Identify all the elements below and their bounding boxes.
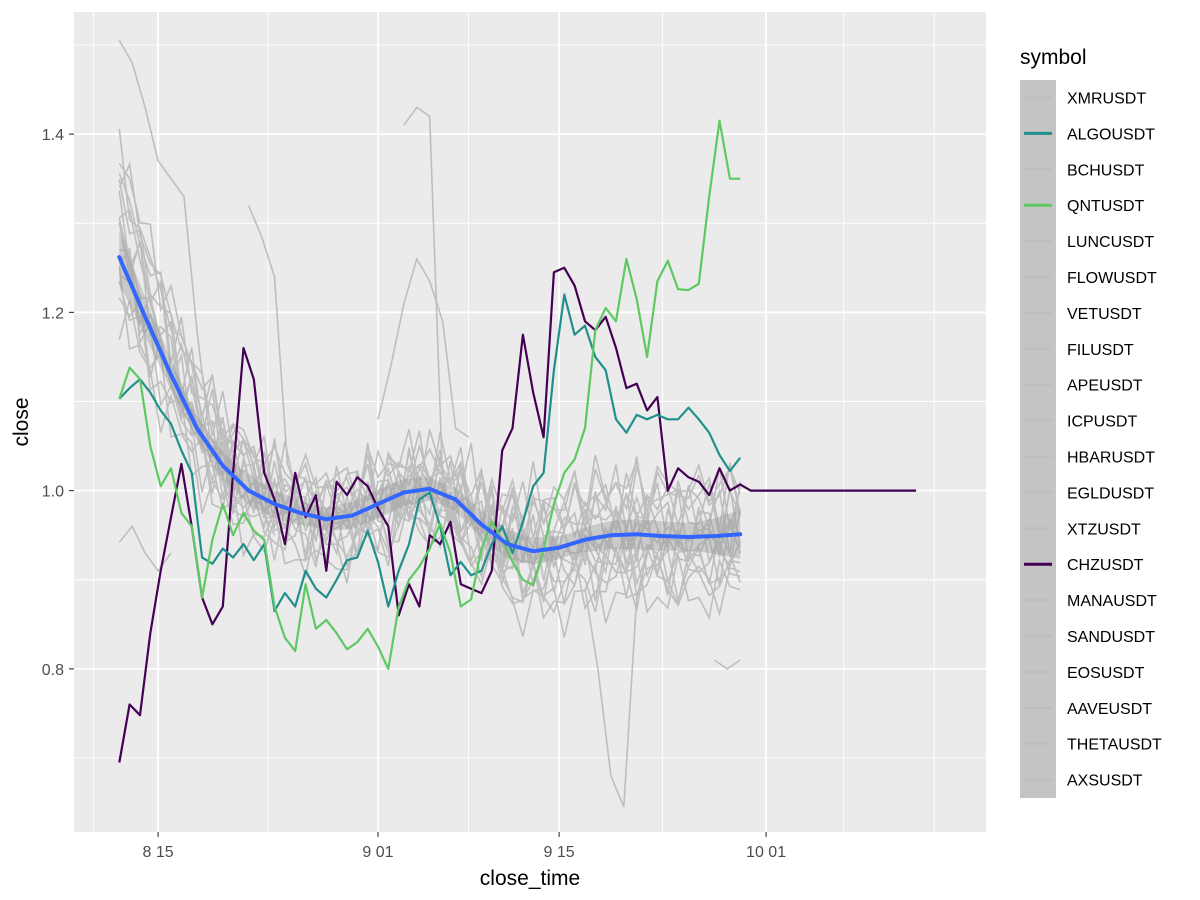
plot-panel bbox=[74, 12, 986, 832]
background-series-line bbox=[118, 208, 741, 562]
background-series-line bbox=[118, 273, 741, 604]
legend-label-chzusdt: CHZUSDT bbox=[1067, 557, 1144, 574]
background-series-line bbox=[118, 173, 741, 541]
background-series-line bbox=[118, 40, 276, 536]
background-series-line bbox=[118, 161, 741, 532]
x-tick-label: 9 01 bbox=[362, 844, 393, 861]
legend-label-luncusdt: LUNCUSDT bbox=[1067, 234, 1154, 251]
y-tick-label: 1.2 bbox=[42, 305, 64, 322]
x-axis-title: close_time bbox=[480, 867, 580, 890]
smooth-confidence-band bbox=[119, 230, 741, 565]
legend-title: symbol bbox=[1020, 46, 1087, 69]
series-line-chzusdt bbox=[118, 266, 917, 763]
y-tick-label: 0.8 bbox=[42, 662, 64, 679]
legend-label-sandusdt: SANDUSDT bbox=[1067, 629, 1155, 646]
y-tick-label: 1.0 bbox=[42, 484, 64, 501]
y-tick-label: 1.4 bbox=[42, 127, 64, 144]
legend-label-filusdt: FILUSDT bbox=[1067, 342, 1134, 359]
background-series-line bbox=[247, 205, 302, 500]
legend-label-algousdt: ALGOUSDT bbox=[1067, 126, 1155, 143]
background-series-line bbox=[377, 256, 470, 438]
legend-label-flowusdt: FLOWUSDT bbox=[1067, 270, 1157, 287]
x-tick-label: 10 01 bbox=[746, 844, 786, 861]
smooth-line bbox=[117, 255, 743, 554]
legend-label-hbarusdt: HBARUSDT bbox=[1067, 450, 1155, 467]
y-axis: 0.8 1.0 1.2 1.4 bbox=[42, 127, 74, 679]
highlighted-series bbox=[118, 119, 917, 763]
legend-label-apeusdt: APEUSDT bbox=[1067, 378, 1143, 395]
background-series-line bbox=[584, 543, 651, 808]
legend-label-axsusdt: AXSUSDT bbox=[1067, 773, 1143, 790]
x-tick-label: 8 15 bbox=[143, 844, 174, 861]
legend-label-eosusdt: EOSUSDT bbox=[1067, 665, 1145, 682]
background-series-line bbox=[118, 249, 741, 603]
series-line-algousdt bbox=[118, 293, 742, 613]
legend-label-icpusdt: ICPUSDT bbox=[1067, 414, 1137, 431]
legend: symbol XMRUSDT ALGOUSDT BCHUSDT QNTUSDT LUNC… bbox=[1020, 46, 1162, 798]
y-axis-title: close bbox=[10, 397, 33, 446]
legend-label-egldusdt: EGLDUSDT bbox=[1067, 485, 1154, 502]
legend-label-xmrusdt: XMRUSDT bbox=[1067, 91, 1146, 108]
series-line-qntusdt bbox=[118, 119, 741, 670]
legend-label-manausdt: MANAUSDT bbox=[1067, 593, 1157, 610]
legend-label-qntusdt: QNTUSDT bbox=[1067, 198, 1145, 215]
legend-label-vetusdt: VETUSDT bbox=[1067, 306, 1142, 323]
x-tick-label: 9 15 bbox=[544, 844, 575, 861]
background-series-line bbox=[118, 300, 741, 638]
legend-key-background bbox=[1020, 80, 1056, 798]
smooth-trend-line bbox=[117, 255, 743, 554]
grid-lines bbox=[74, 12, 986, 832]
legend-label-aaveusdt: AAVEUSDT bbox=[1067, 701, 1152, 718]
legend-label-thetausdt: THETAUSDT bbox=[1067, 737, 1162, 754]
x-axis: 8 15 9 01 9 15 10 01 bbox=[143, 832, 786, 861]
legend-label-xtzusdt: XTZUSDT bbox=[1067, 521, 1141, 538]
legend-items: XMRUSDT ALGOUSDT BCHUSDT QNTUSDT LUNCUSDT FLO… bbox=[1024, 91, 1162, 790]
legend-label-bchusdt: BCHUSDT bbox=[1067, 162, 1145, 179]
background-series-line bbox=[713, 659, 741, 670]
smooth-ribbon bbox=[119, 230, 741, 565]
